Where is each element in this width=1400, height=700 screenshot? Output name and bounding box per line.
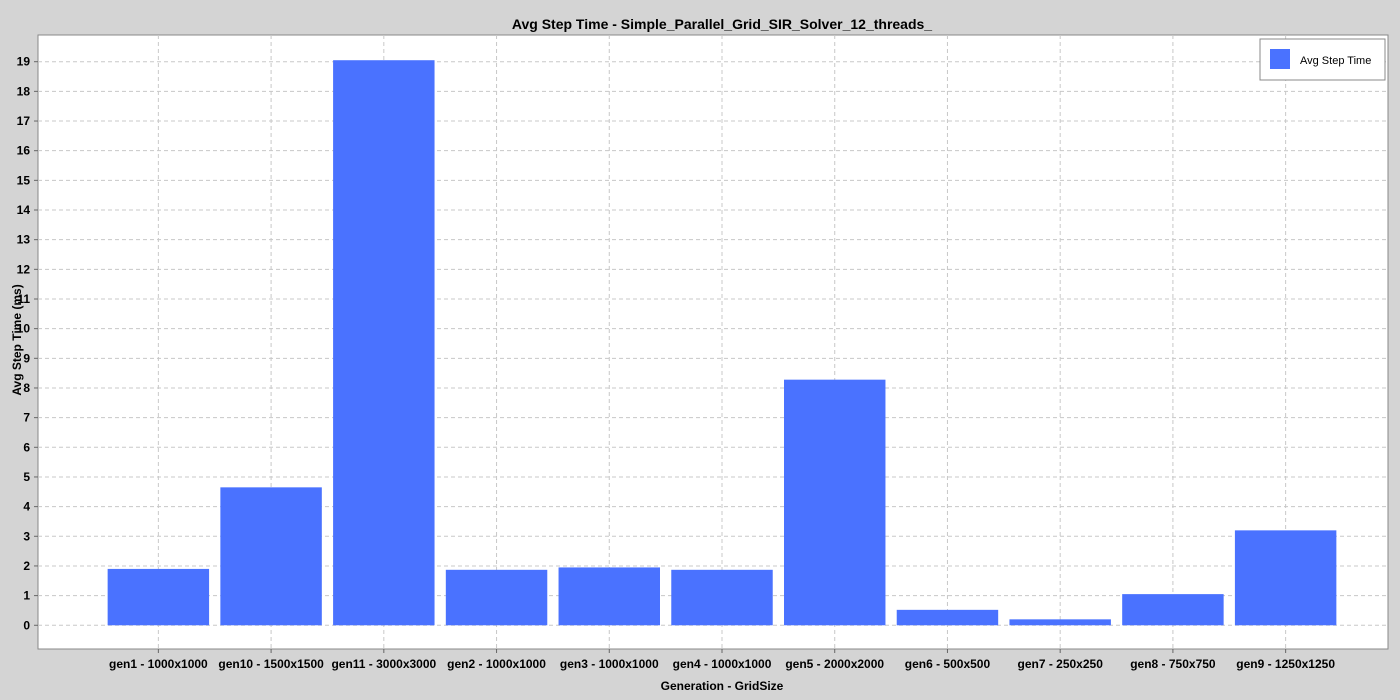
- y-tick-label: 5: [23, 470, 30, 484]
- y-tick-label: 2: [23, 559, 30, 573]
- bar: [1234, 530, 1337, 626]
- x-tick-label: gen6 - 500x500: [905, 657, 991, 671]
- y-tick-label: 1: [23, 589, 30, 603]
- legend-label: Avg Step Time: [1300, 55, 1371, 67]
- y-tick-label: 9: [23, 351, 30, 365]
- x-tick-label: gen3 - 1000x1000: [560, 657, 659, 671]
- x-tick-label: gen10 - 1500x1500: [218, 657, 324, 671]
- y-tick-label: 7: [23, 411, 30, 425]
- x-axis-label: Generation - GridSize: [661, 679, 784, 693]
- bar: [445, 569, 548, 626]
- x-tick-label: gen4 - 1000x1000: [673, 657, 772, 671]
- x-axis: gen1 - 1000x1000 gen10 - 1500x1500 gen11 -…: [109, 649, 1335, 671]
- x-tick-label: gen2 - 1000x1000: [447, 657, 546, 671]
- y-tick-label: 4: [23, 500, 30, 514]
- y-tick-label: 19: [17, 55, 31, 69]
- y-tick-label: 13: [17, 233, 31, 247]
- bar: [896, 609, 999, 626]
- bar: [1122, 594, 1224, 626]
- bar: [220, 487, 322, 626]
- y-tick-label: 6: [23, 440, 30, 454]
- bars: [107, 60, 1337, 626]
- y-tick-label: 3: [23, 529, 30, 543]
- y-tick-label: 15: [17, 173, 31, 187]
- x-tick-label: gen5 - 2000x2000: [785, 657, 884, 671]
- x-tick-label: gen11 - 3000x3000: [331, 657, 436, 671]
- legend: Avg Step Time: [1259, 38, 1386, 81]
- y-tick-label: 12: [17, 262, 31, 276]
- bar: [1009, 619, 1111, 626]
- y-tick-label: 16: [17, 144, 31, 158]
- bar: [107, 568, 210, 626]
- y-tick-label: 18: [17, 84, 31, 98]
- y-tick-label: 14: [17, 203, 31, 217]
- bar: [671, 569, 773, 626]
- y-tick-label: 10: [17, 322, 31, 336]
- x-tick-label: gen9 - 1250x1250: [1236, 657, 1335, 671]
- y-tick-label: 0: [23, 618, 30, 632]
- chart-title: Avg Step Time - Simple_Parallel_Grid_SIR…: [512, 16, 932, 32]
- y-axis-label: Avg Step Time (ms): [10, 284, 24, 395]
- x-tick-label: gen8 - 750x750: [1130, 657, 1216, 671]
- x-tick-label: gen7 - 250x250: [1017, 657, 1103, 671]
- bar: [558, 567, 660, 626]
- legend-swatch: [1270, 49, 1290, 69]
- bar: [784, 379, 886, 626]
- y-tick-label: 17: [17, 114, 31, 128]
- x-tick-label: gen1 - 1000x1000: [109, 657, 208, 671]
- y-tick-label: 11: [17, 292, 30, 306]
- bar: [333, 60, 435, 626]
- y-tick-label: 8: [23, 381, 30, 395]
